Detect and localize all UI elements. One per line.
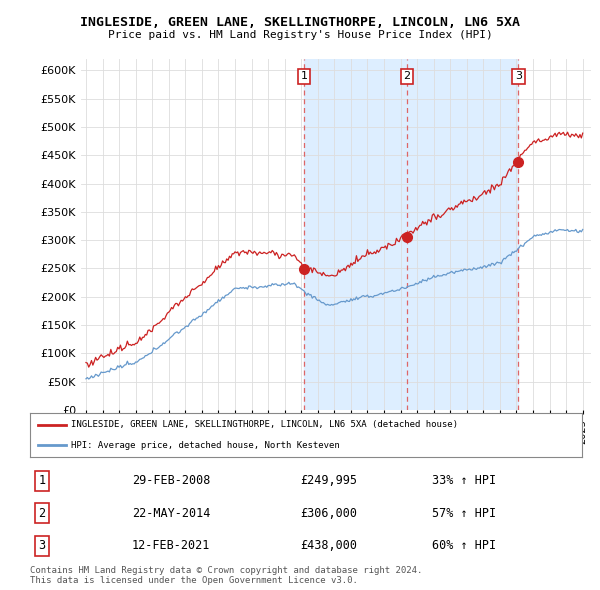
Text: HPI: Average price, detached house, North Kesteven: HPI: Average price, detached house, Nort… (71, 441, 340, 450)
Text: 22-MAY-2014: 22-MAY-2014 (132, 507, 211, 520)
Text: 3: 3 (515, 71, 522, 81)
Text: INGLESIDE, GREEN LANE, SKELLINGTHORPE, LINCOLN, LN6 5XA (detached house): INGLESIDE, GREEN LANE, SKELLINGTHORPE, L… (71, 421, 458, 430)
Text: INGLESIDE, GREEN LANE, SKELLINGTHORPE, LINCOLN, LN6 5XA: INGLESIDE, GREEN LANE, SKELLINGTHORPE, L… (80, 16, 520, 29)
Text: 1: 1 (38, 474, 46, 487)
Text: 1: 1 (301, 71, 307, 81)
Bar (407, 59, 518, 410)
Text: 2: 2 (403, 71, 410, 81)
Text: 60% ↑ HPI: 60% ↑ HPI (432, 539, 496, 552)
Text: 3: 3 (38, 539, 46, 552)
Text: £249,995: £249,995 (300, 474, 357, 487)
Text: Contains HM Land Registry data © Crown copyright and database right 2024.: Contains HM Land Registry data © Crown c… (30, 566, 422, 575)
Text: 33% ↑ HPI: 33% ↑ HPI (432, 474, 496, 487)
Text: This data is licensed under the Open Government Licence v3.0.: This data is licensed under the Open Gov… (30, 576, 358, 585)
Text: 57% ↑ HPI: 57% ↑ HPI (432, 507, 496, 520)
Text: 2: 2 (38, 507, 46, 520)
Bar (304, 59, 407, 410)
Text: £306,000: £306,000 (300, 507, 357, 520)
Text: Price paid vs. HM Land Registry's House Price Index (HPI): Price paid vs. HM Land Registry's House … (107, 30, 493, 40)
Text: 29-FEB-2008: 29-FEB-2008 (132, 474, 211, 487)
Text: 12-FEB-2021: 12-FEB-2021 (132, 539, 211, 552)
Text: £438,000: £438,000 (300, 539, 357, 552)
